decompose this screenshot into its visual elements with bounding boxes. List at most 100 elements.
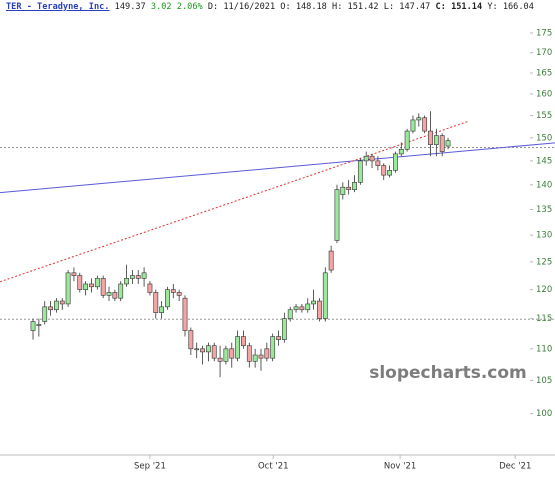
candle-body — [340, 186, 346, 195]
candle-body — [363, 155, 369, 162]
candle-body — [129, 275, 135, 279]
candle-body — [200, 348, 205, 353]
y-tick-label: 170 — [536, 48, 552, 58]
y-tick-label: 130 — [536, 231, 552, 241]
candle-body — [281, 318, 287, 340]
y-tick-label: 150 — [536, 133, 552, 143]
candle-body — [334, 189, 340, 241]
candle-body — [194, 348, 200, 351]
y-tick-label: 140 — [536, 180, 552, 190]
y-tick-label: 125 — [536, 257, 552, 267]
candle-body — [433, 135, 439, 145]
candle-body — [159, 306, 165, 313]
candle-body — [276, 336, 281, 340]
candle-body — [89, 283, 94, 288]
candle-body — [305, 303, 311, 311]
y-tick-label: 175 — [536, 28, 552, 38]
candle-body — [170, 289, 176, 293]
candle-body — [30, 321, 36, 331]
x-tick-label: Dec '21 — [499, 462, 531, 472]
candle-body — [393, 153, 398, 171]
last-price: 149.37 — [114, 2, 146, 12]
candle-body — [42, 306, 48, 322]
y-tick-label: 155 — [536, 111, 552, 121]
candle-body — [416, 117, 422, 121]
candle-body — [100, 278, 106, 296]
candle-body — [71, 272, 77, 276]
candle-body — [94, 278, 100, 288]
candle-body — [205, 345, 211, 353]
candle-body — [404, 130, 410, 150]
candle-body — [217, 357, 223, 362]
candle-body — [422, 117, 428, 132]
candle-body — [235, 336, 241, 359]
candle-body — [317, 300, 322, 319]
trendline — [0, 121, 468, 283]
x-tick-label: Nov '21 — [384, 462, 416, 472]
candle-body — [352, 182, 357, 190]
candle-body — [59, 300, 65, 305]
close-value: 151.14 — [451, 2, 483, 12]
candle-body — [124, 278, 129, 285]
candle-body — [357, 160, 363, 183]
candle-body — [83, 283, 89, 290]
candle-body — [141, 272, 147, 279]
candle-body — [182, 297, 188, 331]
candle-body — [188, 330, 194, 350]
ohl: D: 11/16/2021 O: 148.18 H: 151.42 L: 147… — [207, 2, 431, 12]
x-tick-label: Oct '21 — [258, 462, 289, 472]
candle-body — [36, 324, 42, 326]
candle-body — [381, 165, 387, 176]
candle-body — [229, 348, 235, 359]
watermark: slopecharts.com — [369, 363, 527, 383]
change: 3.02 — [150, 2, 172, 12]
candle-body — [65, 272, 71, 305]
candle-body — [135, 275, 141, 279]
candle-body — [387, 170, 392, 176]
candle-body — [322, 272, 328, 319]
y-tick-label: 160 — [536, 89, 552, 99]
candle-body — [211, 345, 217, 359]
candle-body — [153, 292, 159, 313]
candle-body — [299, 306, 305, 311]
candle-body — [54, 300, 59, 311]
candle-body — [165, 289, 170, 308]
candle-body — [293, 306, 299, 311]
candle-body — [398, 148, 404, 155]
y-tick-label: 105 — [536, 376, 552, 386]
y-value: Y: 166.04 — [487, 2, 534, 12]
candle-body — [445, 140, 451, 147]
candle-body — [346, 186, 352, 190]
candle-body — [258, 354, 264, 359]
candle-body — [428, 130, 433, 145]
candle-body — [287, 309, 293, 319]
candle-body — [311, 300, 316, 305]
candle-body — [375, 160, 381, 166]
y-tick-label: 110 — [536, 344, 552, 354]
y-tick-label: 145 — [536, 156, 552, 166]
candle-body — [369, 155, 375, 162]
candle-body — [176, 292, 182, 296]
candle-body — [264, 348, 270, 359]
y-tick-label: 120 — [536, 285, 552, 295]
candle-body — [439, 135, 445, 152]
candle-body — [246, 345, 252, 362]
close-label: C: — [435, 2, 446, 12]
y-tick-label: 100 — [536, 409, 552, 419]
y-tick-label: 135 — [536, 205, 552, 215]
trendline — [0, 142, 555, 194]
candle-body — [112, 292, 118, 299]
candle-body — [410, 119, 416, 132]
candle-body — [223, 348, 229, 362]
ticker: TER - Teradyne, Inc. — [6, 2, 110, 12]
candle-body — [328, 250, 334, 271]
candle-body — [270, 336, 276, 359]
candle-body — [147, 283, 153, 293]
candle-body — [106, 292, 112, 296]
candle-body — [241, 336, 246, 347]
candle-body — [77, 275, 83, 290]
candle-body — [118, 283, 124, 299]
candle-body — [48, 306, 53, 311]
